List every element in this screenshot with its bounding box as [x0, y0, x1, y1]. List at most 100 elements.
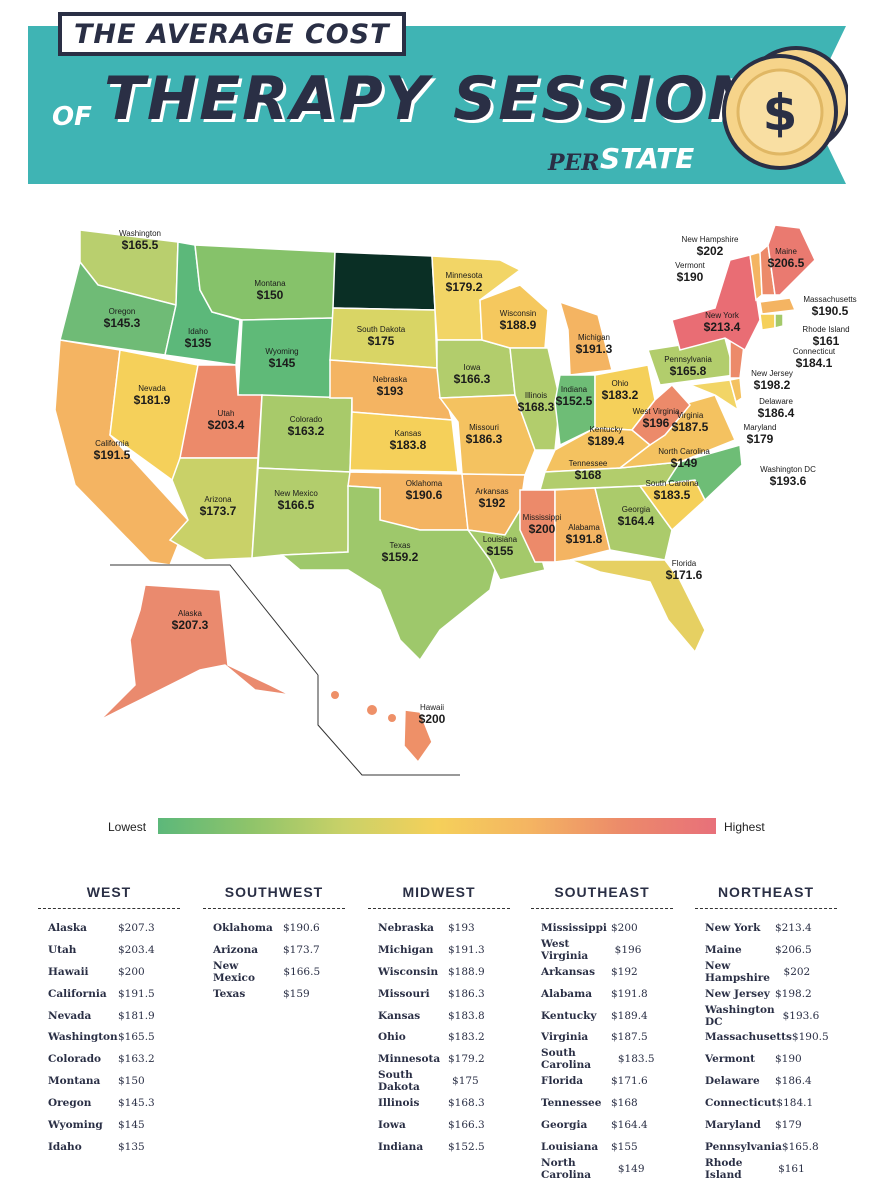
row-state: New Jersey: [705, 987, 770, 1000]
title-banner: THE AVERAGE COST OF THERAPY SESSIONS PER…: [28, 12, 848, 184]
table-row: South Carolina $183.5: [531, 1047, 673, 1071]
table-row: Colorado $163.2: [38, 1048, 180, 1070]
row-state: Oregon: [48, 1097, 92, 1110]
region-west: WEST Alaska $207.3 Utah $203.4 Hawaii $200 Cali…: [38, 884, 180, 1158]
table-row: Washington $165.5: [38, 1026, 180, 1048]
row-cost: $192: [611, 965, 638, 978]
label-idaho: Idaho $135: [184, 327, 212, 350]
row-cost: $193: [448, 921, 475, 934]
state-new-mexico: [251, 467, 351, 559]
row-cost: $183.2: [448, 1031, 485, 1044]
table-row: Montana $150: [38, 1070, 180, 1092]
state-florida: [569, 559, 706, 654]
row-state: Illinois: [378, 1097, 420, 1110]
legend-color-scale: [158, 818, 716, 834]
table-row: Oklahoma $190.6: [203, 917, 345, 939]
row-state: Vermont: [705, 1053, 755, 1066]
label-florida: Florida $171.6: [665, 559, 703, 582]
row-cost: $135: [118, 1140, 145, 1153]
row-cost: $206.5: [775, 943, 812, 956]
alaska-inset-line: [110, 564, 319, 676]
hawaii-island: [388, 714, 396, 722]
table-row: Rhode Island $161: [695, 1156, 837, 1181]
row-cost: $145.3: [118, 1097, 155, 1110]
row-state: Ohio: [378, 1031, 406, 1044]
state-hawaii: [403, 709, 433, 764]
table-row: Washington DC $193.6: [695, 1004, 837, 1028]
table-row: Michigan $191.3: [368, 939, 510, 961]
table-row: Oregon $145.3: [38, 1092, 180, 1114]
state-west-virginia: [630, 383, 691, 446]
title-line1: THE AVERAGE COST: [74, 18, 390, 50]
table-row: Massachusetts $190.5: [695, 1026, 837, 1048]
row-state: Minnesota: [378, 1053, 441, 1066]
table-row: New Mexico $166.5: [203, 960, 345, 984]
row-cost: $196: [614, 943, 642, 956]
label-tennessee: Tennessee $168: [568, 459, 608, 482]
title-state: STATE: [600, 142, 695, 175]
table-row: Georgia $164.4: [531, 1114, 673, 1136]
row-cost: $166.5: [283, 965, 321, 978]
state-alaska: [99, 584, 291, 721]
row-state: Rhode Island: [705, 1156, 743, 1181]
label-wisconsin: Wisconsin $188.9: [499, 309, 537, 332]
row-cost: $165.5: [118, 1031, 155, 1044]
table-row: Hawaii $200: [38, 961, 180, 983]
row-state: Oklahoma: [213, 921, 273, 934]
row-cost: $181.9: [118, 1009, 155, 1022]
row-cost: $183.8: [448, 1009, 485, 1022]
table-row: Missouri $186.3: [368, 983, 510, 1005]
row-cost: $171.6: [611, 1075, 648, 1088]
row-cost: $188.9: [448, 965, 485, 978]
row-state: Michigan: [378, 943, 434, 956]
row-cost: $155: [611, 1140, 638, 1153]
state-maine: [767, 224, 816, 296]
row-cost: $190: [775, 1053, 802, 1066]
label-utah: Utah $203.4: [207, 409, 245, 432]
table-row: Wisconsin $188.9: [368, 961, 510, 983]
row-state: New York: [705, 921, 761, 934]
row-cost: $189.4: [611, 1009, 648, 1022]
label-massachusetts: Massachusetts $190.5: [803, 295, 857, 318]
table-row: Indiana $152.5: [368, 1136, 510, 1158]
table-row: Delaware $186.4: [695, 1070, 837, 1092]
state-north-carolina: [639, 444, 743, 502]
row-state: Hawaii: [48, 965, 89, 978]
hawaii-island: [367, 705, 377, 715]
table-row: Nebraska $193: [368, 917, 510, 939]
row-state: Mississippi: [541, 921, 607, 934]
label-new-hampshire: New Hampshire $202: [681, 235, 739, 258]
label-vermont: Vermont $190: [675, 261, 705, 284]
row-state: Alabama: [541, 987, 592, 1000]
state-michigan: [558, 300, 613, 376]
region-southeast: SOUTHEAST Mississippi $200 West Virginia $19…: [531, 884, 673, 1181]
table-row: Nevada $181.9: [38, 1005, 180, 1027]
row-cost: $149: [617, 1162, 645, 1175]
row-state: Louisiana: [541, 1140, 599, 1153]
row-cost: $203.4: [118, 943, 155, 956]
label-delaware: Delaware $186.4: [757, 397, 795, 420]
hawaii-island: [331, 691, 339, 699]
row-state: Nevada: [48, 1009, 92, 1022]
table-row: New York $213.4: [695, 917, 837, 939]
row-state: Arkansas: [541, 965, 596, 978]
row-state: West Virginia: [541, 937, 589, 962]
table-row: Vermont $190: [695, 1048, 837, 1070]
label-washington-dc: Washington DC $193.6: [760, 465, 816, 488]
row-cost: $190.5: [791, 1031, 829, 1044]
row-state: Missouri: [378, 987, 430, 1000]
label-pennsylvania: Pennsylvania $165.8: [664, 355, 712, 378]
row-cost: $191.8: [611, 987, 648, 1000]
label-mississippi: Mississippi $200: [522, 513, 562, 536]
row-cost: $186.3: [448, 987, 485, 1000]
legend-lowest-label: Lowest: [108, 820, 147, 834]
label-arkansas: Arkansas $192: [475, 487, 509, 510]
banner-ribbon: [28, 26, 846, 184]
table-row: Texas $159: [203, 983, 345, 1005]
state-mississippi: [519, 489, 556, 563]
row-cost: $161: [778, 1162, 805, 1175]
row-state: Maine: [705, 943, 742, 956]
table-row: Alaska $207.3: [38, 917, 180, 939]
label-ohio: Ohio $183.2: [601, 379, 639, 402]
label-iowa: Iowa $166.3: [453, 363, 491, 386]
